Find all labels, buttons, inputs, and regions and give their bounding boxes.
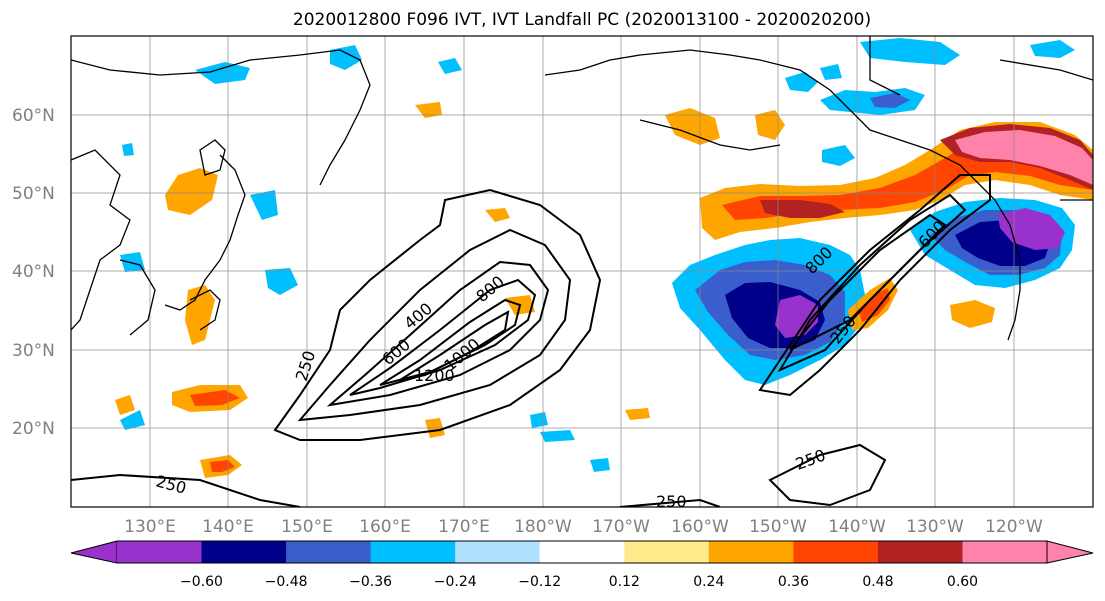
colorbar-tick-label: 0.60 xyxy=(947,574,978,590)
colorbar-tick-label: −0.60 xyxy=(180,574,223,590)
lon-label: 120°W xyxy=(985,517,1043,537)
colorbar-box xyxy=(877,541,963,563)
lat-label: 40°N xyxy=(12,262,55,282)
lon-label: 180°W xyxy=(514,517,572,537)
colorbar-extend-left xyxy=(70,540,118,564)
coastlines xyxy=(71,36,1093,341)
lon-label: 170°W xyxy=(592,517,650,537)
gridlines xyxy=(71,36,1093,507)
colorbar-tick-label: −0.48 xyxy=(265,574,308,590)
lon-label: 130°E xyxy=(124,517,176,537)
colorbar-box xyxy=(455,541,541,563)
map-panel: 250 400 600 800 1200 1000 250 250 250 60… xyxy=(70,35,1094,511)
colorbar-tick-label: 0.48 xyxy=(862,574,893,590)
contour-label: 1200 xyxy=(414,366,455,385)
lat-label: 50°N xyxy=(12,184,55,204)
lon-label: 150°W xyxy=(749,517,807,537)
colorbar-box xyxy=(708,541,794,563)
lon-label: 140°W xyxy=(828,517,886,537)
colorbar-box xyxy=(624,541,710,563)
colorbar-box xyxy=(370,541,456,563)
colorbar: −0.60 −0.48 −0.36 −0.24 −0.12 0.12 0.24 0.36 0.4… xyxy=(70,540,1094,590)
lon-label: 160°E xyxy=(359,517,411,537)
lon-label: 140°E xyxy=(202,517,254,537)
ivt-contours xyxy=(71,174,991,507)
lat-labels: 60°N 50°N 40°N 30°N 20°N xyxy=(12,106,55,439)
contour-label: 250 xyxy=(656,492,687,511)
colorbar-box xyxy=(962,541,1048,563)
lon-label: 150°E xyxy=(281,517,333,537)
colorbar-tick-label: −0.24 xyxy=(434,574,477,590)
lon-labels: 130°E 140°E 150°E 160°E 170°E 180°W 170°… xyxy=(124,517,1043,537)
map-frame xyxy=(70,35,1094,508)
colorbar-extend-right xyxy=(1046,540,1094,564)
colorbar-tick-label: 0.36 xyxy=(778,574,809,590)
colorbar-tick-label: −0.12 xyxy=(518,574,561,590)
colorbar-tick-label: 0.24 xyxy=(693,574,724,590)
lon-label: 170°E xyxy=(438,517,490,537)
colorbar-box xyxy=(793,541,879,563)
colorbar-tick-label: 0.12 xyxy=(609,574,640,590)
colorbar-box xyxy=(286,541,372,563)
lat-label: 20°N xyxy=(12,419,55,439)
colorbar-box xyxy=(539,541,625,563)
colorbar-tick-label: −0.36 xyxy=(349,574,392,590)
colorbar-box xyxy=(117,541,202,563)
lat-label: 30°N xyxy=(12,341,55,361)
lat-label: 60°N xyxy=(12,106,55,126)
ivt-pc-shading xyxy=(115,38,1093,478)
lon-label: 160°W xyxy=(671,517,729,537)
colorbar-box xyxy=(201,541,287,563)
lon-label: 130°W xyxy=(906,517,964,537)
figure-title: 2020012800 F096 IVT, IVT Landfall PC (20… xyxy=(293,10,871,30)
